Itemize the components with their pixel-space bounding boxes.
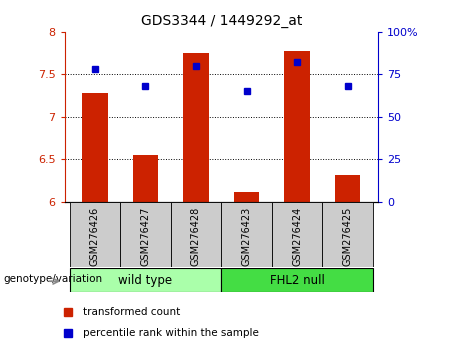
Bar — [221, 202, 272, 267]
Text: transformed count: transformed count — [83, 307, 181, 318]
Bar — [133, 155, 158, 202]
Bar — [70, 268, 221, 292]
Text: FHL2 null: FHL2 null — [270, 274, 325, 286]
Text: percentile rank within the sample: percentile rank within the sample — [83, 328, 259, 338]
Title: GDS3344 / 1449292_at: GDS3344 / 1449292_at — [141, 14, 302, 28]
Text: GSM276425: GSM276425 — [343, 207, 353, 267]
Bar — [335, 175, 361, 202]
Bar — [284, 51, 310, 202]
Bar — [234, 192, 259, 202]
Text: GSM276423: GSM276423 — [242, 207, 252, 266]
Bar — [70, 202, 120, 267]
Text: GSM276427: GSM276427 — [141, 207, 150, 267]
Text: GSM276428: GSM276428 — [191, 207, 201, 266]
Bar — [120, 202, 171, 267]
Bar — [322, 202, 373, 267]
Text: GSM276424: GSM276424 — [292, 207, 302, 266]
Text: GSM276426: GSM276426 — [90, 207, 100, 266]
Bar — [82, 93, 107, 202]
Bar — [183, 53, 209, 202]
Bar — [272, 202, 322, 267]
Bar — [171, 202, 221, 267]
Text: wild type: wild type — [118, 274, 172, 286]
Text: genotype/variation: genotype/variation — [3, 274, 102, 284]
Bar — [221, 268, 373, 292]
